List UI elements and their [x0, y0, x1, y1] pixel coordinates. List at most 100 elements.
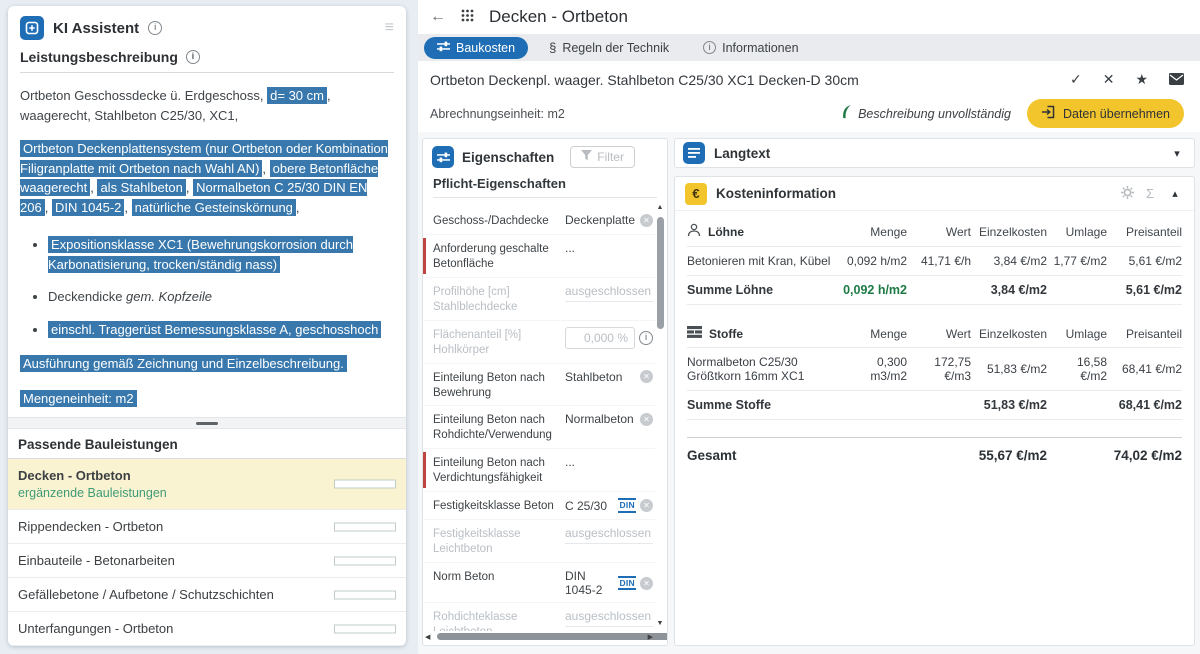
bullet-item: einschl. Traggerüst Bemessungsklasse A, … [48, 320, 394, 340]
cost-cell: 16,58 €/m2 [1076, 355, 1107, 383]
scroll-up-icon[interactable]: ▲ [656, 204, 664, 211]
info-icon[interactable]: i [148, 21, 163, 35]
text-segment: natürliche Gesteinskörnung [131, 198, 296, 216]
table-row: Betonieren mit Kran, Kübel 0,092 h/m2 41,7… [687, 247, 1182, 275]
sum-label: Summe Stoffe [687, 398, 772, 412]
sum-cell: 51,83 €/m2 [983, 398, 1047, 412]
langtext-bar[interactable]: Langtext ▾ [674, 138, 1195, 168]
sum-cell: 68,41 €/m2 [1118, 398, 1182, 412]
property-icons: ✕ [640, 412, 653, 426]
list-item[interactable]: Decken - Ortbeton ergänzende Bauleistunge… [8, 459, 406, 510]
column-header: Wert [945, 326, 971, 341]
accept-icon[interactable]: ✓ [1069, 71, 1082, 87]
tab-informationen[interactable]: i Informationen [690, 37, 811, 59]
sliders-icon [437, 41, 450, 55]
ki-assistant-panel: KI Assistent i ≡ Leistungsbeschreibung i… [8, 6, 406, 646]
scroll-down-icon[interactable]: ▼ [656, 620, 664, 627]
clear-icon[interactable]: ✕ [640, 499, 653, 512]
property-value-area: ausgeschlossen [565, 525, 653, 545]
property-value[interactable]: ... [565, 240, 576, 255]
property-value-area: DIN 1045-2 DIN ✕ [565, 568, 653, 597]
cost-cell: 41,71 €/h [920, 254, 971, 268]
din-badge[interactable]: DIN [618, 498, 636, 513]
back-button[interactable]: ← [430, 8, 446, 25]
text-segment: als Stahlbeton [97, 179, 186, 196]
property-value[interactable]: Stahlbeton [565, 369, 623, 384]
favorite-icon[interactable]: ★ [1135, 71, 1148, 87]
description-paragraph: Ortbeton Geschossdecke ü. Erdgeschoss, d… [20, 86, 394, 125]
required-marker [423, 452, 426, 489]
property-value[interactable]: DIN 1045-2 [565, 569, 603, 597]
horizontal-scrollbar[interactable]: ◀ ▶ [425, 632, 667, 643]
gear-icon[interactable] [1120, 185, 1134, 202]
cost-item-name: Normalbeton C25/30 Größtkorn 16mm XC1 [687, 355, 805, 383]
cost-group-title: Löhne [708, 224, 744, 239]
grid-icon[interactable] [461, 9, 474, 25]
property-value[interactable]: Normalbeton [565, 412, 634, 427]
sum-cell: 5,61 €/m2 [1125, 283, 1182, 297]
text-segment: , [124, 199, 132, 215]
column-header: Umlage [1065, 224, 1107, 239]
tab-baukosten[interactable]: Baukosten [424, 36, 529, 59]
bullet-item: Deckendicke gem. Kopfzeile [48, 287, 394, 307]
list-item[interactable]: Gefällebetone / Aufbetone / Schutzschich… [8, 578, 406, 612]
panel-resize-handle[interactable] [8, 417, 406, 429]
scroll-left-icon[interactable]: ◀ [425, 634, 431, 641]
text-segment: Mengeneinheit: m2 [20, 389, 137, 407]
cost-group-title: Stoffe [709, 326, 743, 341]
property-value-area: ausgeschlossen [565, 608, 653, 627]
sum-icon[interactable]: Σ [1145, 186, 1154, 201]
cost-group: Stoffe Menge Wert Einzelkosten Umlage Preisan… [687, 322, 1182, 420]
detail-panel: ← Decken - Ortbeton Baukosten § Regeln der… [418, 0, 1200, 654]
cost-group-name: Löhne [687, 223, 837, 240]
menu-icon[interactable]: ≡ [384, 19, 394, 36]
property-input[interactable]: 0,000 % [565, 326, 635, 349]
horizontal-scroll-thumb[interactable] [437, 633, 667, 640]
info-icon[interactable]: i [185, 50, 200, 64]
mail-icon[interactable] [1169, 72, 1184, 88]
cost-cell: 1,77 €/m2 [1053, 254, 1107, 268]
property-row: Einteilung Beton nach Bewehrung Stahlbeto… [423, 364, 655, 407]
scroll-right-icon[interactable]: ▶ [647, 634, 653, 641]
property-value[interactable]: C 25/30 [565, 498, 608, 513]
match-title: Rippendecken - Ortbeton [18, 519, 164, 534]
item-title-block: Ortbeton Deckenpl. waager. Stahlbeton C2… [418, 61, 1200, 138]
text-segment: Expositionsklasse XC1 (Bewehrungskorrosi… [48, 236, 354, 273]
vertical-scrollbar[interactable]: ▲ ▼ [655, 203, 666, 629]
sliders-icon [432, 146, 454, 168]
total-label: Gesamt [687, 448, 737, 463]
bullet-item: Expositionsklasse XC1 (Bewehrungskorrosi… [48, 235, 394, 274]
item-title: Ortbeton Deckenpl. waager. Stahlbeton C2… [430, 71, 859, 88]
property-value[interactable]: ... [565, 455, 576, 470]
cost-group: Löhne Menge Wert Einzelkosten Umlage Preisant… [687, 219, 1182, 305]
info-icon[interactable]: i [639, 330, 653, 345]
match-title: Decken - Ortbeton [18, 468, 131, 483]
filter-chip[interactable]: Filter [570, 146, 635, 168]
sum-label: Summe Löhne [687, 283, 774, 297]
list-item[interactable]: Unterfangungen - Ortbeton [8, 612, 406, 646]
clear-icon[interactable]: ✕ [640, 576, 653, 590]
din-badge[interactable]: DIN [618, 575, 636, 591]
description-bullet-list: Expositionsklasse XC1 (Bewehrungskorrosi… [26, 235, 394, 339]
euro-icon: € [685, 182, 707, 205]
property-value-area: 0,000 % i [565, 326, 653, 349]
apply-data-button[interactable]: Daten übernehmen [1026, 99, 1184, 128]
property-value[interactable]: Deckenplatte [565, 213, 636, 227]
collapse-icon[interactable]: ▴ [1172, 188, 1178, 200]
clear-icon[interactable]: ✕ [640, 370, 653, 384]
clear-icon[interactable]: ✕ [640, 412, 653, 426]
text-segment: d= 30 cm [267, 87, 327, 104]
description-header-label: Leistungsbeschreibung [20, 49, 178, 65]
list-item[interactable]: Rippendecken - Ortbeton [8, 510, 406, 544]
column-header: Wert [945, 224, 971, 239]
tab-regeln-der-technik[interactable]: § Regeln der Technik [536, 37, 682, 59]
column-header: Preisanteil [1125, 326, 1182, 341]
cost-group-header: Stoffe Menge Wert Einzelkosten Umlage Preisan… [687, 322, 1182, 348]
reject-icon[interactable]: ✕ [1102, 71, 1115, 87]
vertical-scroll-thumb[interactable] [657, 217, 664, 329]
cost-cell: 5,61 €/m2 [1128, 254, 1182, 268]
clear-icon[interactable]: ✕ [640, 213, 653, 227]
list-item[interactable]: Einbauteile - Betonarbeiten [8, 544, 406, 578]
expand-icon[interactable]: ▾ [1174, 147, 1180, 160]
